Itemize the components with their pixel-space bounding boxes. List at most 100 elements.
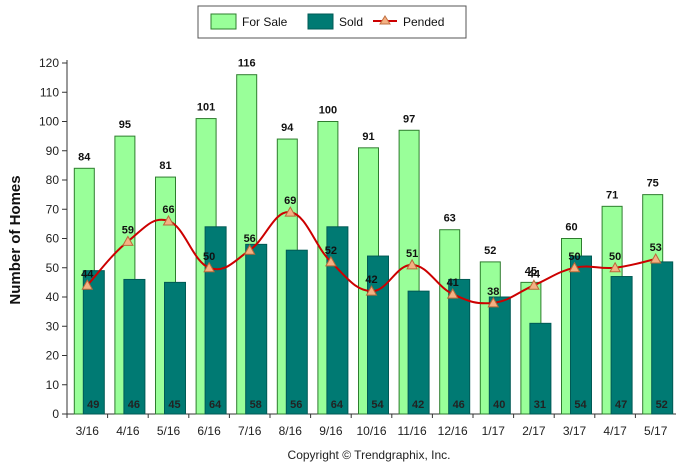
pended-value-label: 51 <box>406 248 418 260</box>
pended-marker <box>568 261 581 273</box>
y-tick-label: 120 <box>39 56 59 70</box>
x-tick-label: 7/16 <box>238 424 262 438</box>
bar-sold <box>488 296 511 415</box>
pended-marker <box>81 279 94 290</box>
for-sale-value-label: 45 <box>525 265 537 277</box>
pended-value-label: 56 <box>244 233 256 245</box>
legend-label-sold: Sold <box>339 15 363 29</box>
axes: 0 10 20 30 40 50 60 70 80 90 100 110 120 3/16 4/16 5/16… <box>39 56 676 438</box>
pended-marker <box>162 214 175 226</box>
pended-value-label: 50 <box>203 251 215 263</box>
pended-marker <box>203 261 215 273</box>
bar-sold <box>570 255 592 415</box>
pended-value-label: 42 <box>365 274 377 286</box>
legend: For Sale Sold Pended <box>197 5 467 39</box>
bar-sold <box>448 278 471 415</box>
legend-label-pended: Pended <box>403 15 444 29</box>
bar-sold <box>204 226 227 415</box>
sold-value-label: 54 <box>371 399 384 411</box>
x-tick-label: 4/17 <box>603 424 627 438</box>
data-labels: 84 95 81 101 116 94 100 91 97 63 52 45 60 71 75 49 46 45 6… <box>78 58 668 411</box>
pended-value-label: 59 <box>122 224 134 236</box>
sold-value-label: 56 <box>290 399 302 411</box>
sold-value-label: 58 <box>250 399 262 411</box>
bar-sold <box>651 261 674 415</box>
sold-value-label: 31 <box>534 399 546 411</box>
x-tick-label: 3/16 <box>76 424 100 438</box>
y-tick-label: 90 <box>46 144 60 158</box>
pended-marker <box>609 261 621 273</box>
y-tick-label: 100 <box>39 115 59 129</box>
legend-swatch-for-sale <box>210 13 237 30</box>
sold-value-label: 64 <box>331 399 344 411</box>
legend-label-for-sale: For Sale <box>242 15 288 29</box>
pended-value-label: 50 <box>568 251 580 263</box>
x-tick-label: 9/16 <box>319 424 343 438</box>
pended-value-label: 41 <box>447 277 459 289</box>
x-tick-label: 6/16 <box>197 424 221 438</box>
for-sale-value-label: 71 <box>606 189 618 201</box>
pended-marker <box>406 258 418 270</box>
for-sale-value-label: 94 <box>281 122 294 134</box>
for-sale-value-label: 97 <box>403 113 415 125</box>
for-sale-value-label: 116 <box>238 58 256 70</box>
y-tick-label: 50 <box>46 261 60 275</box>
pended-marker <box>487 296 500 308</box>
pended-value-label: 44 <box>81 268 94 280</box>
sold-value-label: 42 <box>412 399 424 411</box>
pended-marker <box>284 206 297 217</box>
sold-value-label: 54 <box>574 399 587 411</box>
bar-sold <box>285 249 308 415</box>
x-tick-label: 2/17 <box>522 424 546 438</box>
sold-value-label: 49 <box>87 399 99 411</box>
pended-marker <box>243 244 256 255</box>
x-tick-label: 8/16 <box>279 424 303 438</box>
pended-marker <box>528 279 540 290</box>
pended-value-label: 50 <box>609 251 621 263</box>
for-sale-value-label: 81 <box>159 160 171 172</box>
sold-value-label: 46 <box>453 399 465 411</box>
x-tick-label: 10/16 <box>356 424 386 438</box>
copyright-text: Copyright © Trendgraphix, Inc. <box>288 448 451 462</box>
for-sale-value-label: 91 <box>362 131 374 143</box>
pended-value-label: 44 <box>528 268 541 280</box>
bar-sold <box>610 276 633 415</box>
x-tick-label: 11/16 <box>398 424 427 438</box>
sold-value-label: 64 <box>209 399 222 411</box>
sold-value-label: 40 <box>493 399 505 411</box>
pended-line-layer <box>81 206 662 308</box>
bar-sold <box>529 322 552 415</box>
pended-value-label: 53 <box>650 242 662 254</box>
bar-sold <box>407 290 430 415</box>
y-tick-label: 20 <box>46 349 60 363</box>
x-tick-label: 5/17 <box>644 424 668 438</box>
for-sale-value-label: 84 <box>78 151 91 163</box>
for-sale-value-label: 75 <box>647 178 659 190</box>
y-axis-title: Number of Homes <box>7 175 24 304</box>
bar-sold <box>82 270 105 415</box>
bar-sold <box>245 243 268 415</box>
pended-value-label: 52 <box>325 245 337 257</box>
pended-value-label: 66 <box>162 204 174 216</box>
bars <box>73 74 674 415</box>
y-tick-label: 80 <box>46 173 60 187</box>
x-tick-label: 4/16 <box>116 424 140 438</box>
x-tick-label: 12/16 <box>438 424 468 438</box>
y-tick-label: 70 <box>46 202 60 216</box>
sold-value-label: 46 <box>128 399 140 411</box>
pended-value-label: 69 <box>284 195 296 207</box>
sold-value-label: 52 <box>656 399 668 411</box>
y-tick-label: 60 <box>46 232 60 246</box>
for-sale-value-label: 101 <box>197 102 215 114</box>
pended-marker <box>325 255 337 267</box>
sold-value-label: 45 <box>168 399 180 411</box>
for-sale-value-label: 60 <box>565 222 577 234</box>
x-tick-label: 5/16 <box>157 424 181 438</box>
legend-swatch-sold <box>307 13 334 30</box>
y-tick-label: 40 <box>46 290 60 304</box>
pended-marker <box>446 288 459 299</box>
pended-marker <box>365 285 378 296</box>
x-tick-label: 1/17 <box>482 424 506 438</box>
